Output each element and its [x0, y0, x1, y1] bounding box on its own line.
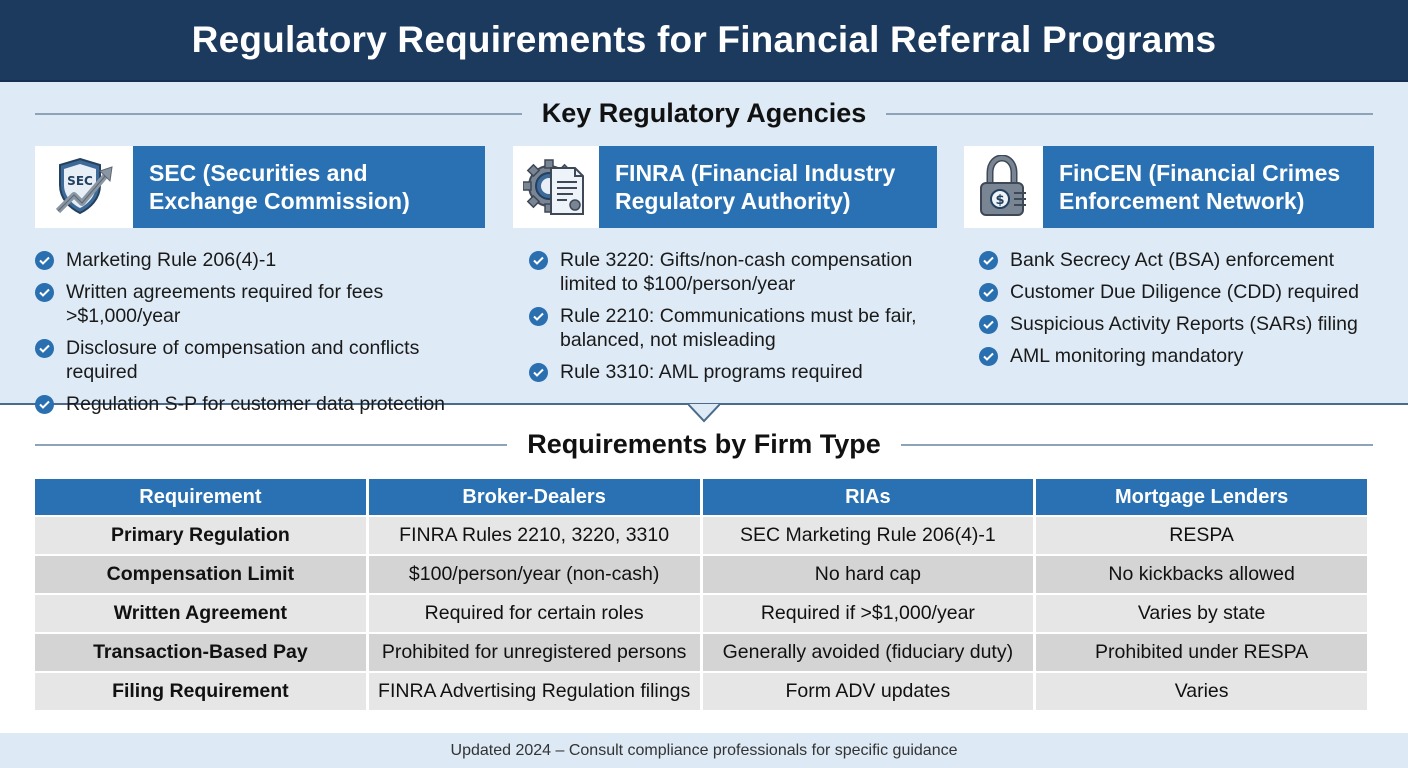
divider-line [900, 443, 1373, 446]
agency-card-finra: FINRA (Financial Industry Regulatory Aut… [513, 146, 937, 392]
svg-text:SEC: SEC [67, 174, 93, 188]
svg-text:$: $ [995, 193, 1004, 208]
check-circle-icon [35, 283, 54, 302]
table-cell: Prohibited under RESPA [1036, 634, 1367, 671]
table-cell: Required if >$1,000/year [702, 595, 1034, 632]
check-circle-icon [35, 395, 54, 414]
check-circle-icon [979, 251, 998, 270]
table-cell: $100/person/year (non-cash) [368, 556, 700, 593]
requirements-section-title: Requirements by Firm Type [527, 429, 881, 459]
section-pointer-arrow [688, 403, 720, 423]
shield-chart-icon: SEC [35, 146, 133, 228]
table-cell: SEC Marketing Rule 206(4)-1 [702, 517, 1034, 554]
check-circle-icon [979, 347, 998, 366]
table-cell: FINRA Rules 2210, 3220, 3310 [368, 517, 700, 554]
list-item: AML monitoring mandatory [979, 344, 1374, 368]
check-circle-icon [35, 339, 54, 358]
agency-name-fincen: FinCEN (Financial Crimes Enforcement Net… [1043, 146, 1374, 228]
row-label: Filing Requirement [35, 673, 366, 710]
agency-list-finra: Rule 3220: Gifts/non-cash compensation l… [513, 248, 937, 384]
agency-card-sec: SEC SEC (Securities and Exchange Commiss… [35, 146, 485, 424]
column-header: Mortgage Lenders [1036, 479, 1367, 515]
list-item: Regulation S-P for customer data protect… [35, 392, 485, 416]
divider-line [35, 112, 522, 115]
table-cell: Form ADV updates [702, 673, 1034, 710]
list-item: Written agreements required for fees >$1… [35, 280, 485, 328]
table-cell: Varies [1036, 673, 1367, 710]
page-title: Regulatory Requirements for Financial Re… [191, 19, 1217, 60]
column-header: RIAs [702, 479, 1034, 515]
list-item: Rule 3220: Gifts/non-cash compensation l… [529, 248, 937, 296]
table-cell: Prohibited for unregistered persons [368, 634, 700, 671]
table-cell: No kickbacks allowed [1036, 556, 1367, 593]
check-circle-icon [529, 251, 548, 270]
page-header: Regulatory Requirements for Financial Re… [0, 0, 1408, 82]
table-cell: RESPA [1036, 517, 1367, 554]
row-label: Primary Regulation [35, 517, 366, 554]
list-item: Suspicious Activity Reports (SARs) filin… [979, 312, 1374, 336]
table-cell: Generally avoided (fiduciary duty) [702, 634, 1034, 671]
list-item: Rule 2210: Communications must be fair, … [529, 304, 937, 352]
check-circle-icon [979, 283, 998, 302]
table-row: Transaction-Based Pay Prohibited for unr… [35, 634, 1367, 671]
padlock-dollar-icon: $ [964, 146, 1043, 228]
table-cell: Varies by state [1036, 595, 1367, 632]
check-circle-icon [35, 251, 54, 270]
table-header-row: Requirement Broker-Dealers RIAs Mortgage… [35, 479, 1367, 515]
table-row: Written Agreement Required for certain r… [35, 595, 1367, 632]
divider-line [35, 443, 508, 446]
agency-card-fincen: $ FinCEN (Financial Crimes Enforcement N… [964, 146, 1374, 376]
table-cell: No hard cap [702, 556, 1034, 593]
agency-list-sec: Marketing Rule 206(4)-1 Written agreemen… [35, 248, 485, 416]
table-row: Filing Requirement FINRA Advertising Reg… [35, 673, 1367, 710]
requirements-table: Requirement Broker-Dealers RIAs Mortgage… [32, 477, 1370, 712]
agencies-section [0, 82, 1408, 405]
agency-list-fincen: Bank Secrecy Act (BSA) enforcement Custo… [964, 248, 1374, 368]
agency-name-finra: FINRA (Financial Industry Regulatory Aut… [599, 146, 937, 228]
footer: Updated 2024 – Consult compliance profes… [0, 733, 1408, 768]
list-item: Disclosure of compensation and conflicts… [35, 336, 485, 384]
list-item: Rule 3310: AML programs required [529, 360, 937, 384]
table-row: Compensation Limit $100/person/year (non… [35, 556, 1367, 593]
agencies-section-title: Key Regulatory Agencies [541, 98, 867, 128]
row-label: Transaction-Based Pay [35, 634, 366, 671]
column-header: Requirement [35, 479, 366, 515]
divider-line [886, 112, 1374, 115]
check-circle-icon [529, 363, 548, 382]
row-label: Compensation Limit [35, 556, 366, 593]
column-header: Broker-Dealers [368, 479, 700, 515]
table-cell: FINRA Advertising Regulation filings [368, 673, 700, 710]
check-circle-icon [529, 307, 548, 326]
gear-document-icon [513, 146, 599, 228]
footer-note: Updated 2024 – Consult compliance profes… [450, 741, 958, 759]
table-cell: Required for certain roles [368, 595, 700, 632]
list-item: Customer Due Diligence (CDD) required [979, 280, 1374, 304]
list-item: Bank Secrecy Act (BSA) enforcement [979, 248, 1374, 272]
check-circle-icon [979, 315, 998, 334]
row-label: Written Agreement [35, 595, 366, 632]
table-row: Primary Regulation FINRA Rules 2210, 322… [35, 517, 1367, 554]
agency-name-sec: SEC (Securities and Exchange Commission) [133, 146, 485, 228]
list-item: Marketing Rule 206(4)-1 [35, 248, 485, 272]
agencies-section-heading: Key Regulatory Agencies [35, 98, 1374, 129]
requirements-section-heading: Requirements by Firm Type [35, 429, 1373, 460]
